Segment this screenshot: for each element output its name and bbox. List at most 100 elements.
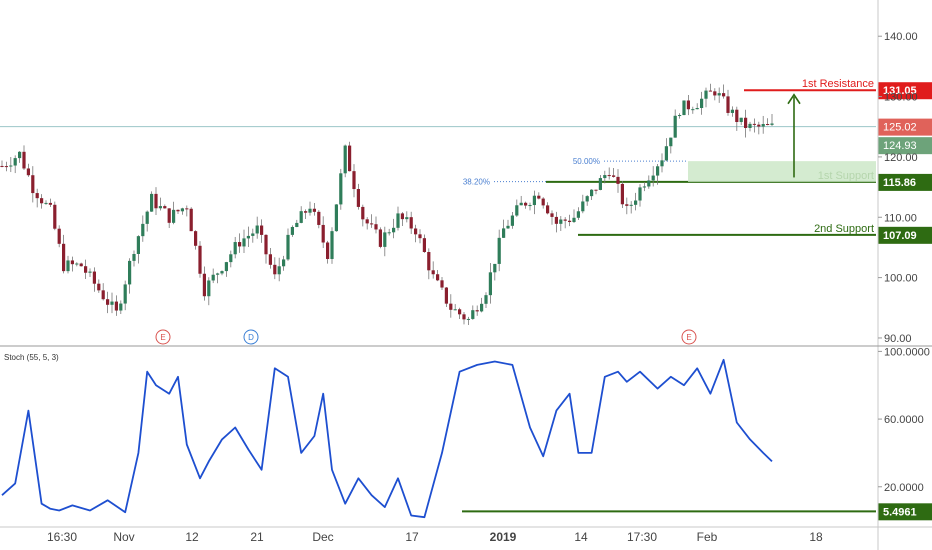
support-zone — [688, 161, 876, 182]
candle-body — [352, 171, 356, 190]
candle-body — [458, 309, 462, 315]
candle-body — [106, 299, 110, 305]
candle-body — [427, 252, 431, 271]
stoch-level-tag — [878, 503, 932, 521]
candle-body — [537, 195, 541, 199]
candle-body — [101, 290, 105, 300]
time-tick-label: 21 — [250, 530, 264, 544]
price-tag-label: 125.02 — [883, 122, 917, 134]
candle-body — [744, 117, 748, 128]
candle-body — [449, 303, 453, 310]
time-tick-label: 17 — [405, 530, 419, 544]
level-value-label: 115.86 — [883, 177, 916, 189]
time-tick-label: 17:30 — [627, 530, 657, 544]
candle-body — [673, 115, 677, 138]
candle-body — [180, 208, 184, 212]
candle-body — [154, 193, 158, 209]
candle-body — [255, 225, 259, 234]
candle-body — [392, 227, 396, 233]
event-marker — [155, 329, 171, 345]
price-tick-label: 130.00 — [884, 92, 918, 104]
time-tick-label: 12 — [185, 530, 199, 544]
candle-body — [581, 201, 585, 212]
candle-body — [603, 175, 607, 179]
candle-body — [158, 206, 162, 209]
candle-body — [53, 204, 57, 229]
candle-body — [13, 158, 17, 166]
candle-body — [554, 216, 558, 224]
candle-body — [31, 175, 35, 194]
candle-body — [119, 303, 123, 311]
candle-body — [629, 204, 633, 206]
candle-body — [229, 254, 233, 263]
candle-body — [550, 213, 554, 217]
stoch-level-label: 5.4961 — [883, 506, 917, 518]
candle-body — [519, 202, 523, 206]
candle-body — [431, 270, 435, 275]
candle-body — [88, 271, 92, 273]
candle-body — [739, 117, 743, 123]
candle-body — [462, 314, 466, 320]
candle-body — [132, 253, 136, 261]
event-marker-label: E — [160, 333, 165, 342]
price-tick-label: 140.00 — [884, 31, 918, 43]
time-tick-label: 14 — [574, 530, 588, 544]
candle-body — [378, 229, 382, 247]
candle-body — [625, 204, 629, 206]
candle-body — [409, 217, 413, 229]
candle-body — [563, 219, 567, 221]
candle-body — [559, 219, 563, 224]
candle-body — [647, 180, 651, 187]
candle-body — [18, 151, 22, 159]
candle-body — [282, 259, 286, 267]
fib-label: 38.20% — [463, 178, 490, 187]
candle-body — [167, 208, 171, 223]
arrow-head — [787, 93, 801, 105]
candle-body — [40, 198, 44, 204]
candle-body — [299, 211, 303, 223]
price-tag-label: 124.93 — [883, 140, 917, 152]
candle-body — [207, 280, 211, 297]
stochastic-pane: 5.4961 — [1, 358, 932, 521]
candle-body — [238, 242, 242, 247]
candle-body — [242, 238, 246, 247]
candle-body — [198, 245, 202, 274]
candle-body — [594, 189, 598, 191]
candle-body — [216, 273, 220, 275]
price-tag — [878, 118, 932, 136]
candle-body — [361, 206, 365, 220]
candle-body — [70, 260, 74, 265]
candle-body — [163, 206, 167, 209]
candle-body — [84, 266, 88, 273]
candle-body — [128, 260, 132, 285]
candle-body — [576, 211, 580, 218]
time-tick-label: Dec — [312, 530, 333, 544]
price-annotations: 125.02 124.93 E D E — [155, 93, 932, 345]
candle-body — [515, 205, 519, 216]
candle-body — [620, 183, 624, 205]
candle-body — [172, 209, 176, 223]
candle-body — [528, 205, 532, 207]
candle-body — [726, 96, 730, 113]
candle-body — [502, 228, 506, 238]
candle-body — [664, 146, 668, 161]
candle-body — [374, 224, 378, 230]
candle-body — [651, 175, 655, 181]
candle-body — [145, 211, 149, 224]
stoch-tick-label: 100.0000 — [884, 346, 930, 358]
stoch-line — [1, 358, 773, 519]
candle-body — [414, 228, 418, 235]
candle-body — [761, 124, 765, 127]
candle-body — [26, 168, 30, 176]
candle-body — [348, 145, 352, 172]
candle-body — [304, 211, 308, 213]
price-tick-label: 110.00 — [884, 212, 917, 224]
candle-body — [370, 223, 374, 225]
time-tick-label: Nov — [113, 530, 134, 544]
candle-body — [590, 189, 594, 197]
candle-body — [616, 176, 620, 184]
price-tick-label: 90.00 — [884, 333, 912, 345]
candle-body — [436, 274, 440, 281]
candle-body — [770, 123, 774, 125]
price-tick-label: 120.00 — [884, 152, 918, 164]
